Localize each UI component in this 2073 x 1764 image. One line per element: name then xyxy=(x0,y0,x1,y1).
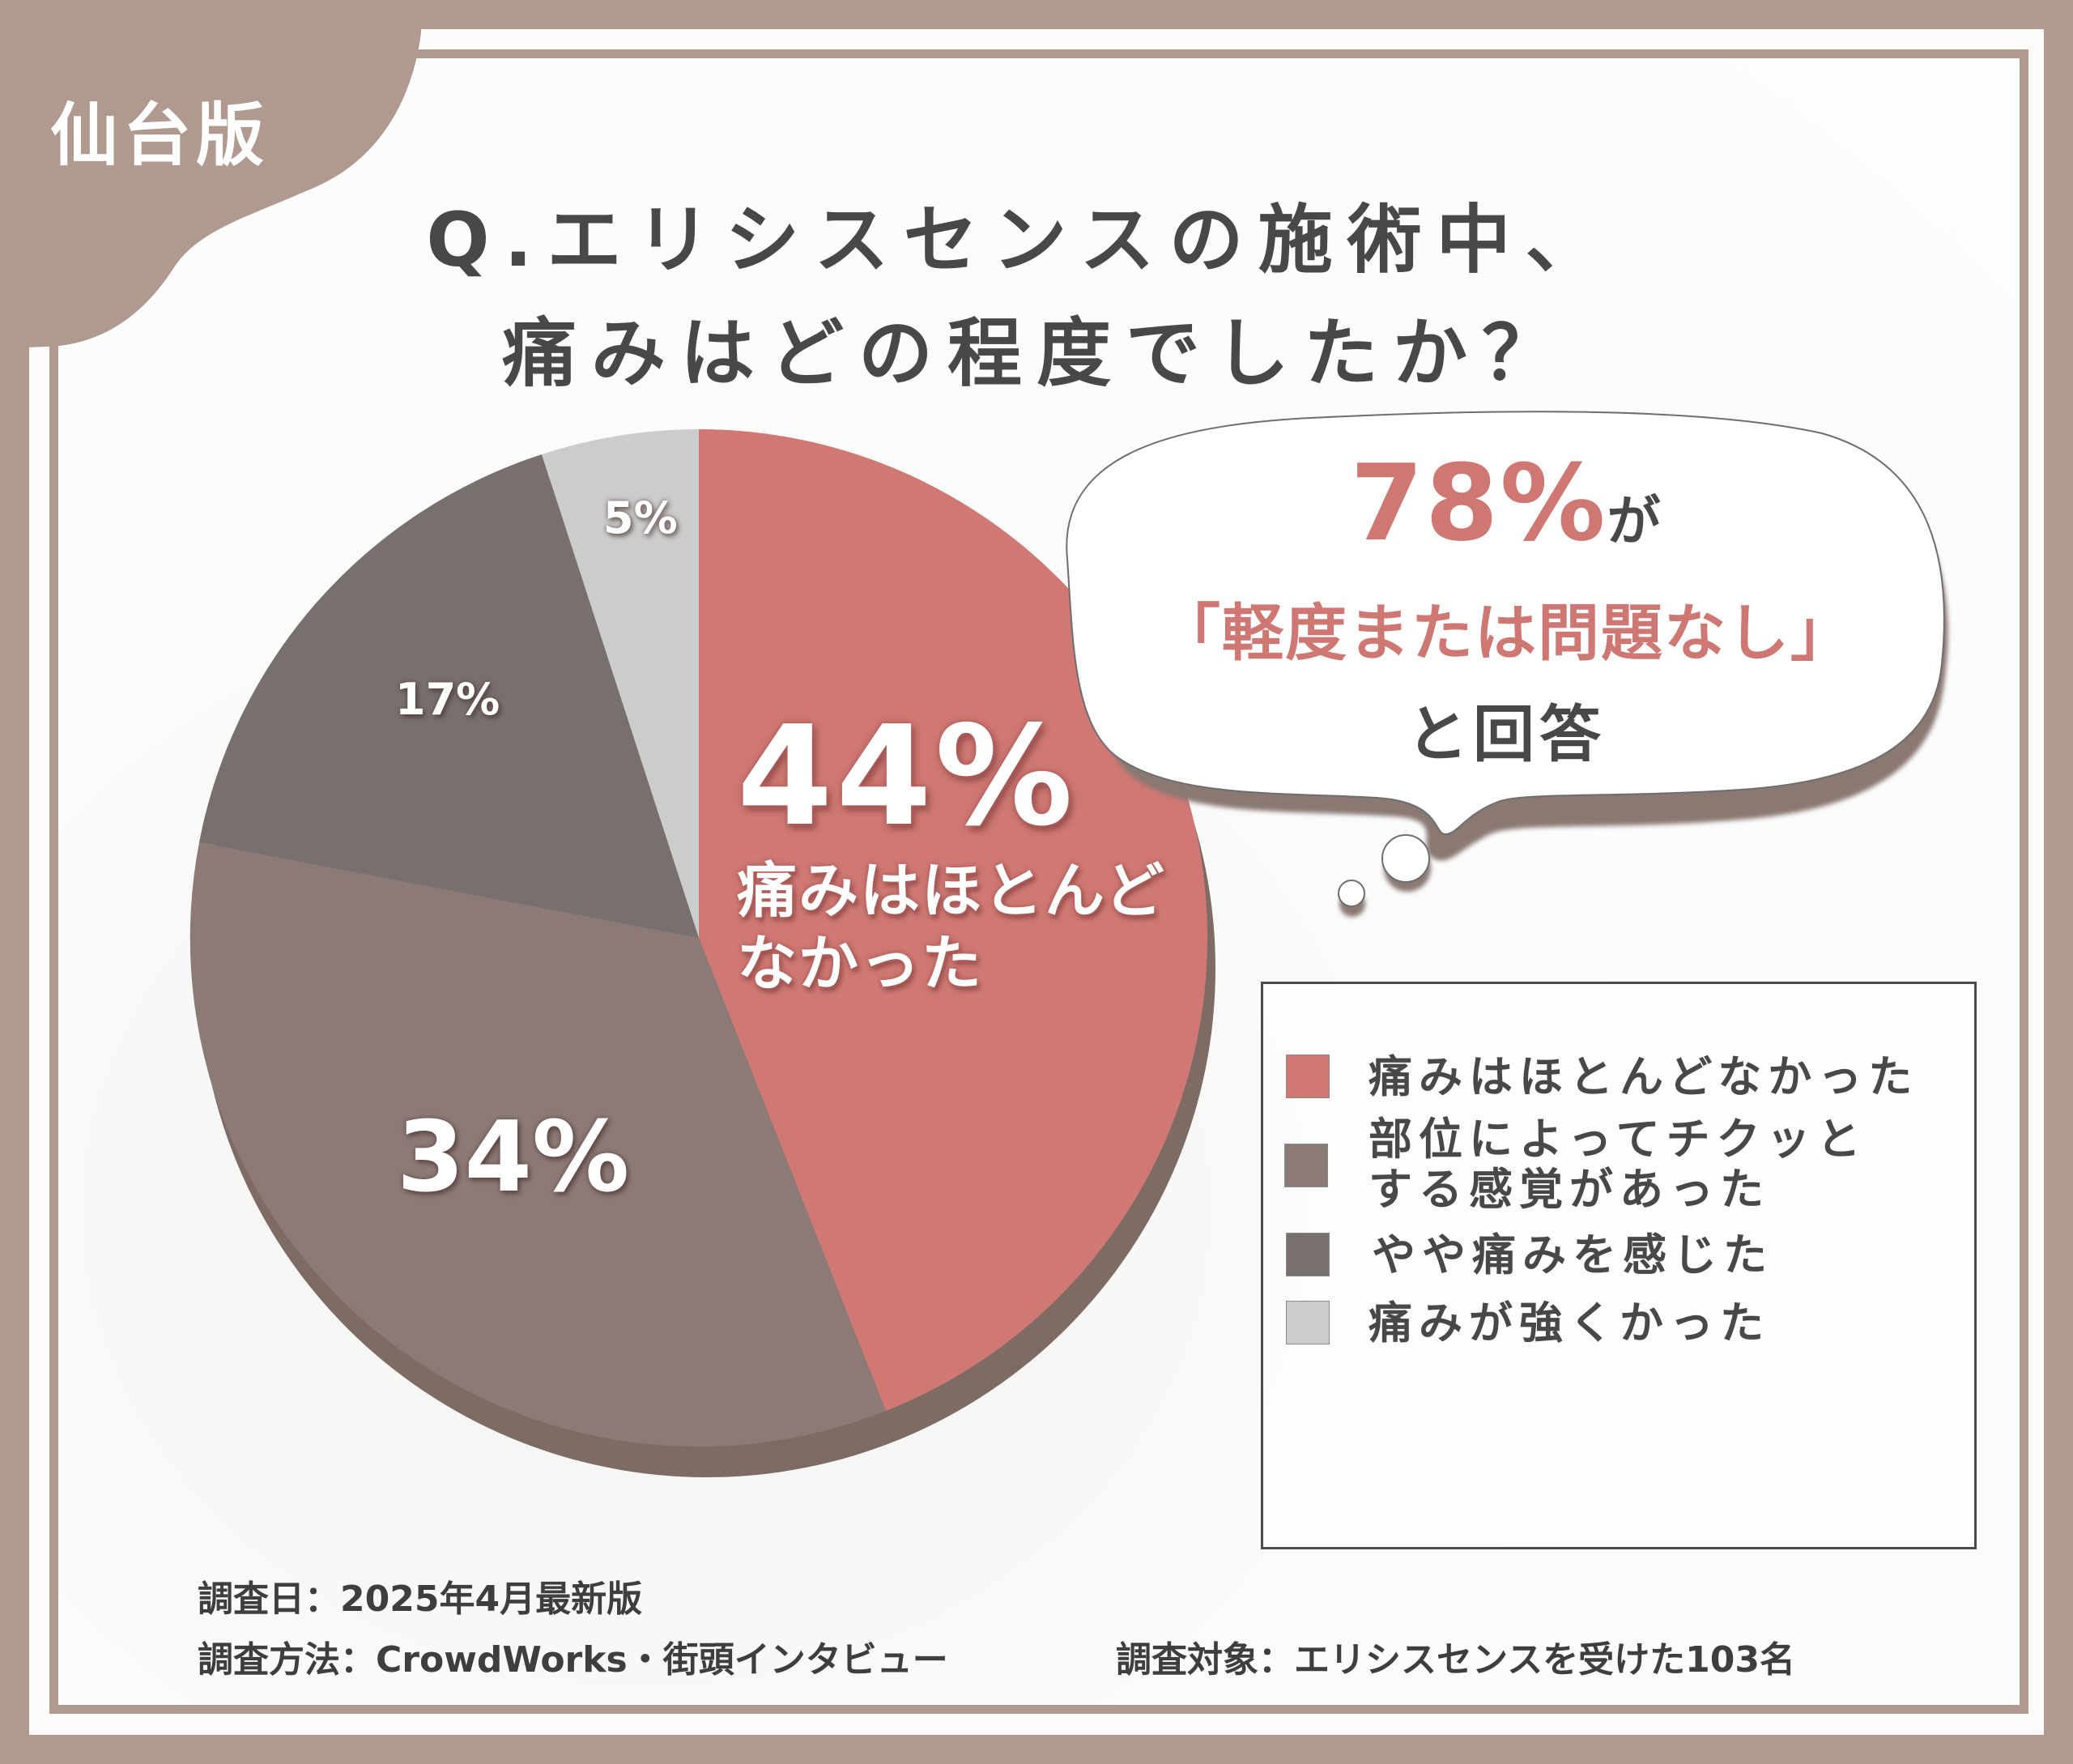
pie-slice-some-pain[interactable] xyxy=(199,454,699,938)
callout-closing: と回答 xyxy=(1407,698,1606,770)
slice-label-strong-pain: 5% xyxy=(603,492,678,543)
legend-swatch-no-pain xyxy=(1286,1055,1330,1098)
callout-quote: 「軽度または問題なし」 xyxy=(1159,597,1854,669)
legend-label-no-pain: 痛みはほとんどなかった xyxy=(1369,1051,1919,1102)
slice-label-no-pain: 44% xyxy=(737,697,1076,857)
thought-dot-large xyxy=(1381,834,1430,883)
footer-survey-date: 調査日：2025年4月最新版 xyxy=(198,1579,643,1620)
callout-highlight-suffix: が xyxy=(1607,490,1662,552)
legend-swatch-some-pain xyxy=(1286,1233,1330,1276)
footer-survey-method: 調査方法：CrowdWorks・街頭インタビュー xyxy=(198,1639,948,1681)
legend-label-strong-pain: 痛みが強くかった xyxy=(1369,1297,1770,1349)
callout-highlight-pct: 78% xyxy=(1350,441,1607,565)
pie-slice-strong-pain[interactable] xyxy=(542,429,699,938)
callout-highlight: 78%が xyxy=(1069,441,1943,565)
pie-slice-slight-sting[interactable] xyxy=(189,842,886,1447)
legend-label-slight-sting-line2: する感覚があった xyxy=(1369,1164,1770,1215)
callout-bubble xyxy=(1066,411,1945,836)
slice-label-some-pain: 17% xyxy=(395,674,500,725)
slice-label-slight-sting: 34% xyxy=(397,1101,630,1214)
legend-label-some-pain: やや痛みを感じた xyxy=(1372,1229,1773,1280)
legend-label-slight-sting-line1: 部位によってチクッと xyxy=(1369,1114,1867,1165)
chart-legend: 痛みはほとんどなかった 部位によってチクッと する感覚があった やや痛みを感じた… xyxy=(1261,982,1977,1549)
slice-caption-no-pain: 痛みはほとんどなかった xyxy=(737,856,1166,999)
legend-swatch-slight-sting xyxy=(1284,1144,1328,1187)
region-tag: 仙台版 xyxy=(50,96,270,175)
footer-survey-target: 調査対象：エリシスセンスを受けた103名 xyxy=(1116,1639,1795,1681)
thought-dot-small xyxy=(1338,880,1365,907)
page-title-line2: 痛みはどの程度でしたか？ xyxy=(501,310,1571,397)
corner-tag-shape xyxy=(0,0,421,348)
page-title-line1: Q.エリシスセンスの施術中、 xyxy=(426,197,1615,283)
legend-swatch-strong-pain xyxy=(1286,1301,1330,1344)
